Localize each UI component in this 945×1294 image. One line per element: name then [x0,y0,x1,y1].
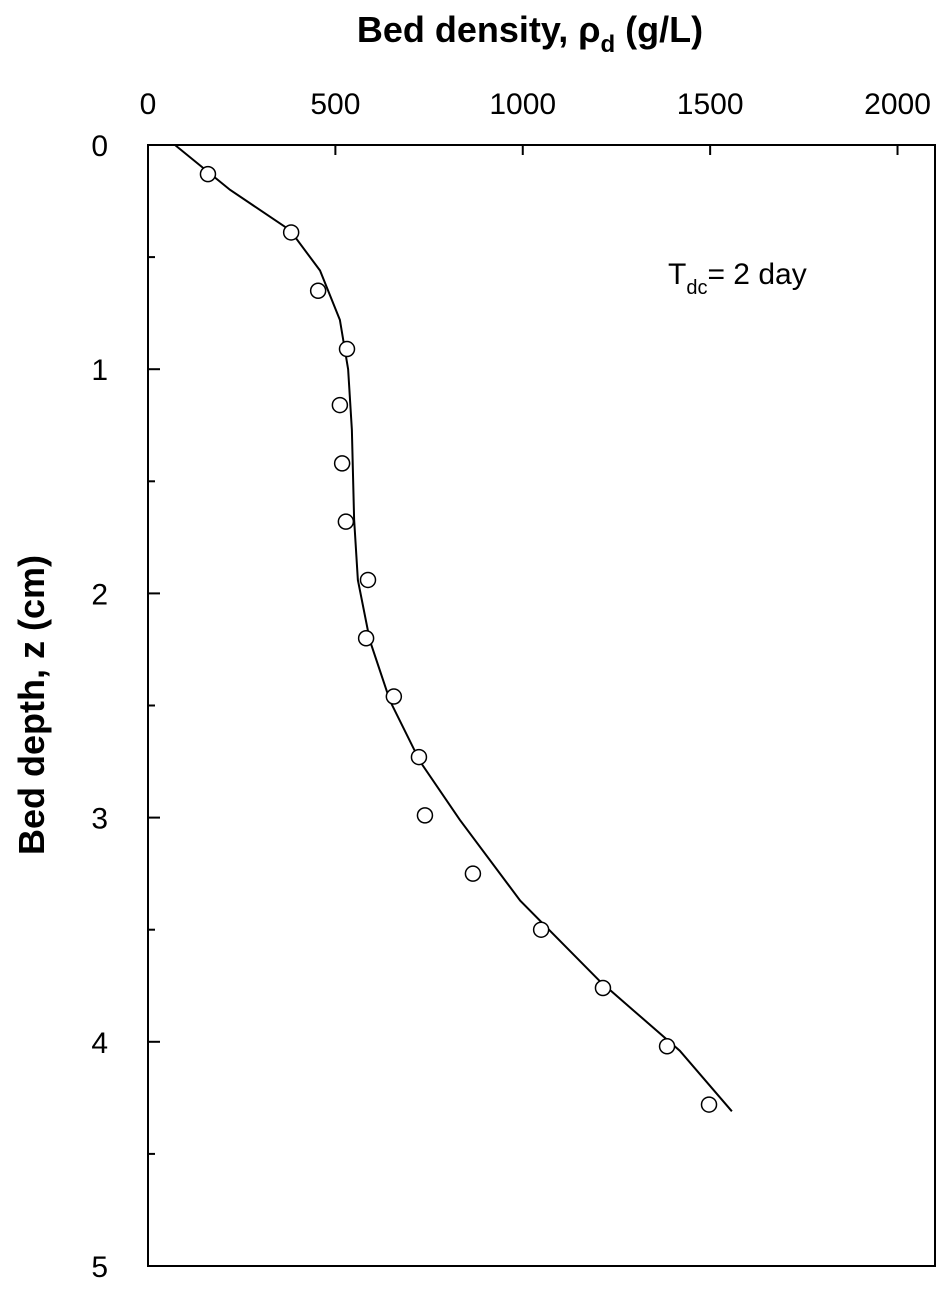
y-tick-label: 4 [91,1027,108,1060]
x-axis-title-unit: (g/L) [615,9,703,50]
y-tick-label: 1 [91,354,108,387]
data-point [700,1096,718,1113]
annotation-main: T [668,258,686,291]
x-tick-label: 1500 [677,88,744,121]
x-tick-label: 500 [310,88,360,121]
x-tick-label: 2000 [864,88,931,121]
plot-frame [147,144,936,1267]
data-point [309,282,327,299]
data-point [282,224,300,241]
data-point [359,571,377,589]
data-point [199,165,217,183]
data-point [337,513,355,530]
y-tick-label: 2 [91,578,108,611]
data-point [357,629,375,647]
data-point [410,748,428,766]
y-tick-label: 3 [91,803,108,836]
x-axis-title-sub: d [601,31,616,58]
data-point [331,396,349,414]
annotation: Tdc= 2 day [668,258,807,299]
x-tick-label: 0 [140,88,157,121]
annotation-rest: = 2 day [707,258,806,291]
y-tick-label: 5 [91,1251,108,1284]
y-axis-title: Bed depth, z (cm) [11,555,52,855]
data-point [385,688,403,705]
annotation-sub: dc [686,277,707,299]
y-tick-label: 0 [91,130,108,163]
data-point [338,340,356,358]
x-axis-title: Bed density, ρd (g/L) [357,9,703,58]
data-point [416,807,434,824]
data-point [658,1038,676,1055]
data-point [594,979,612,997]
data-point [464,865,482,882]
x-axis-title-main: Bed density, ρ [357,9,601,50]
fit-line [174,144,733,1112]
x-tick-label: 1000 [489,88,556,121]
data-point [532,921,550,938]
data-point [333,455,351,472]
